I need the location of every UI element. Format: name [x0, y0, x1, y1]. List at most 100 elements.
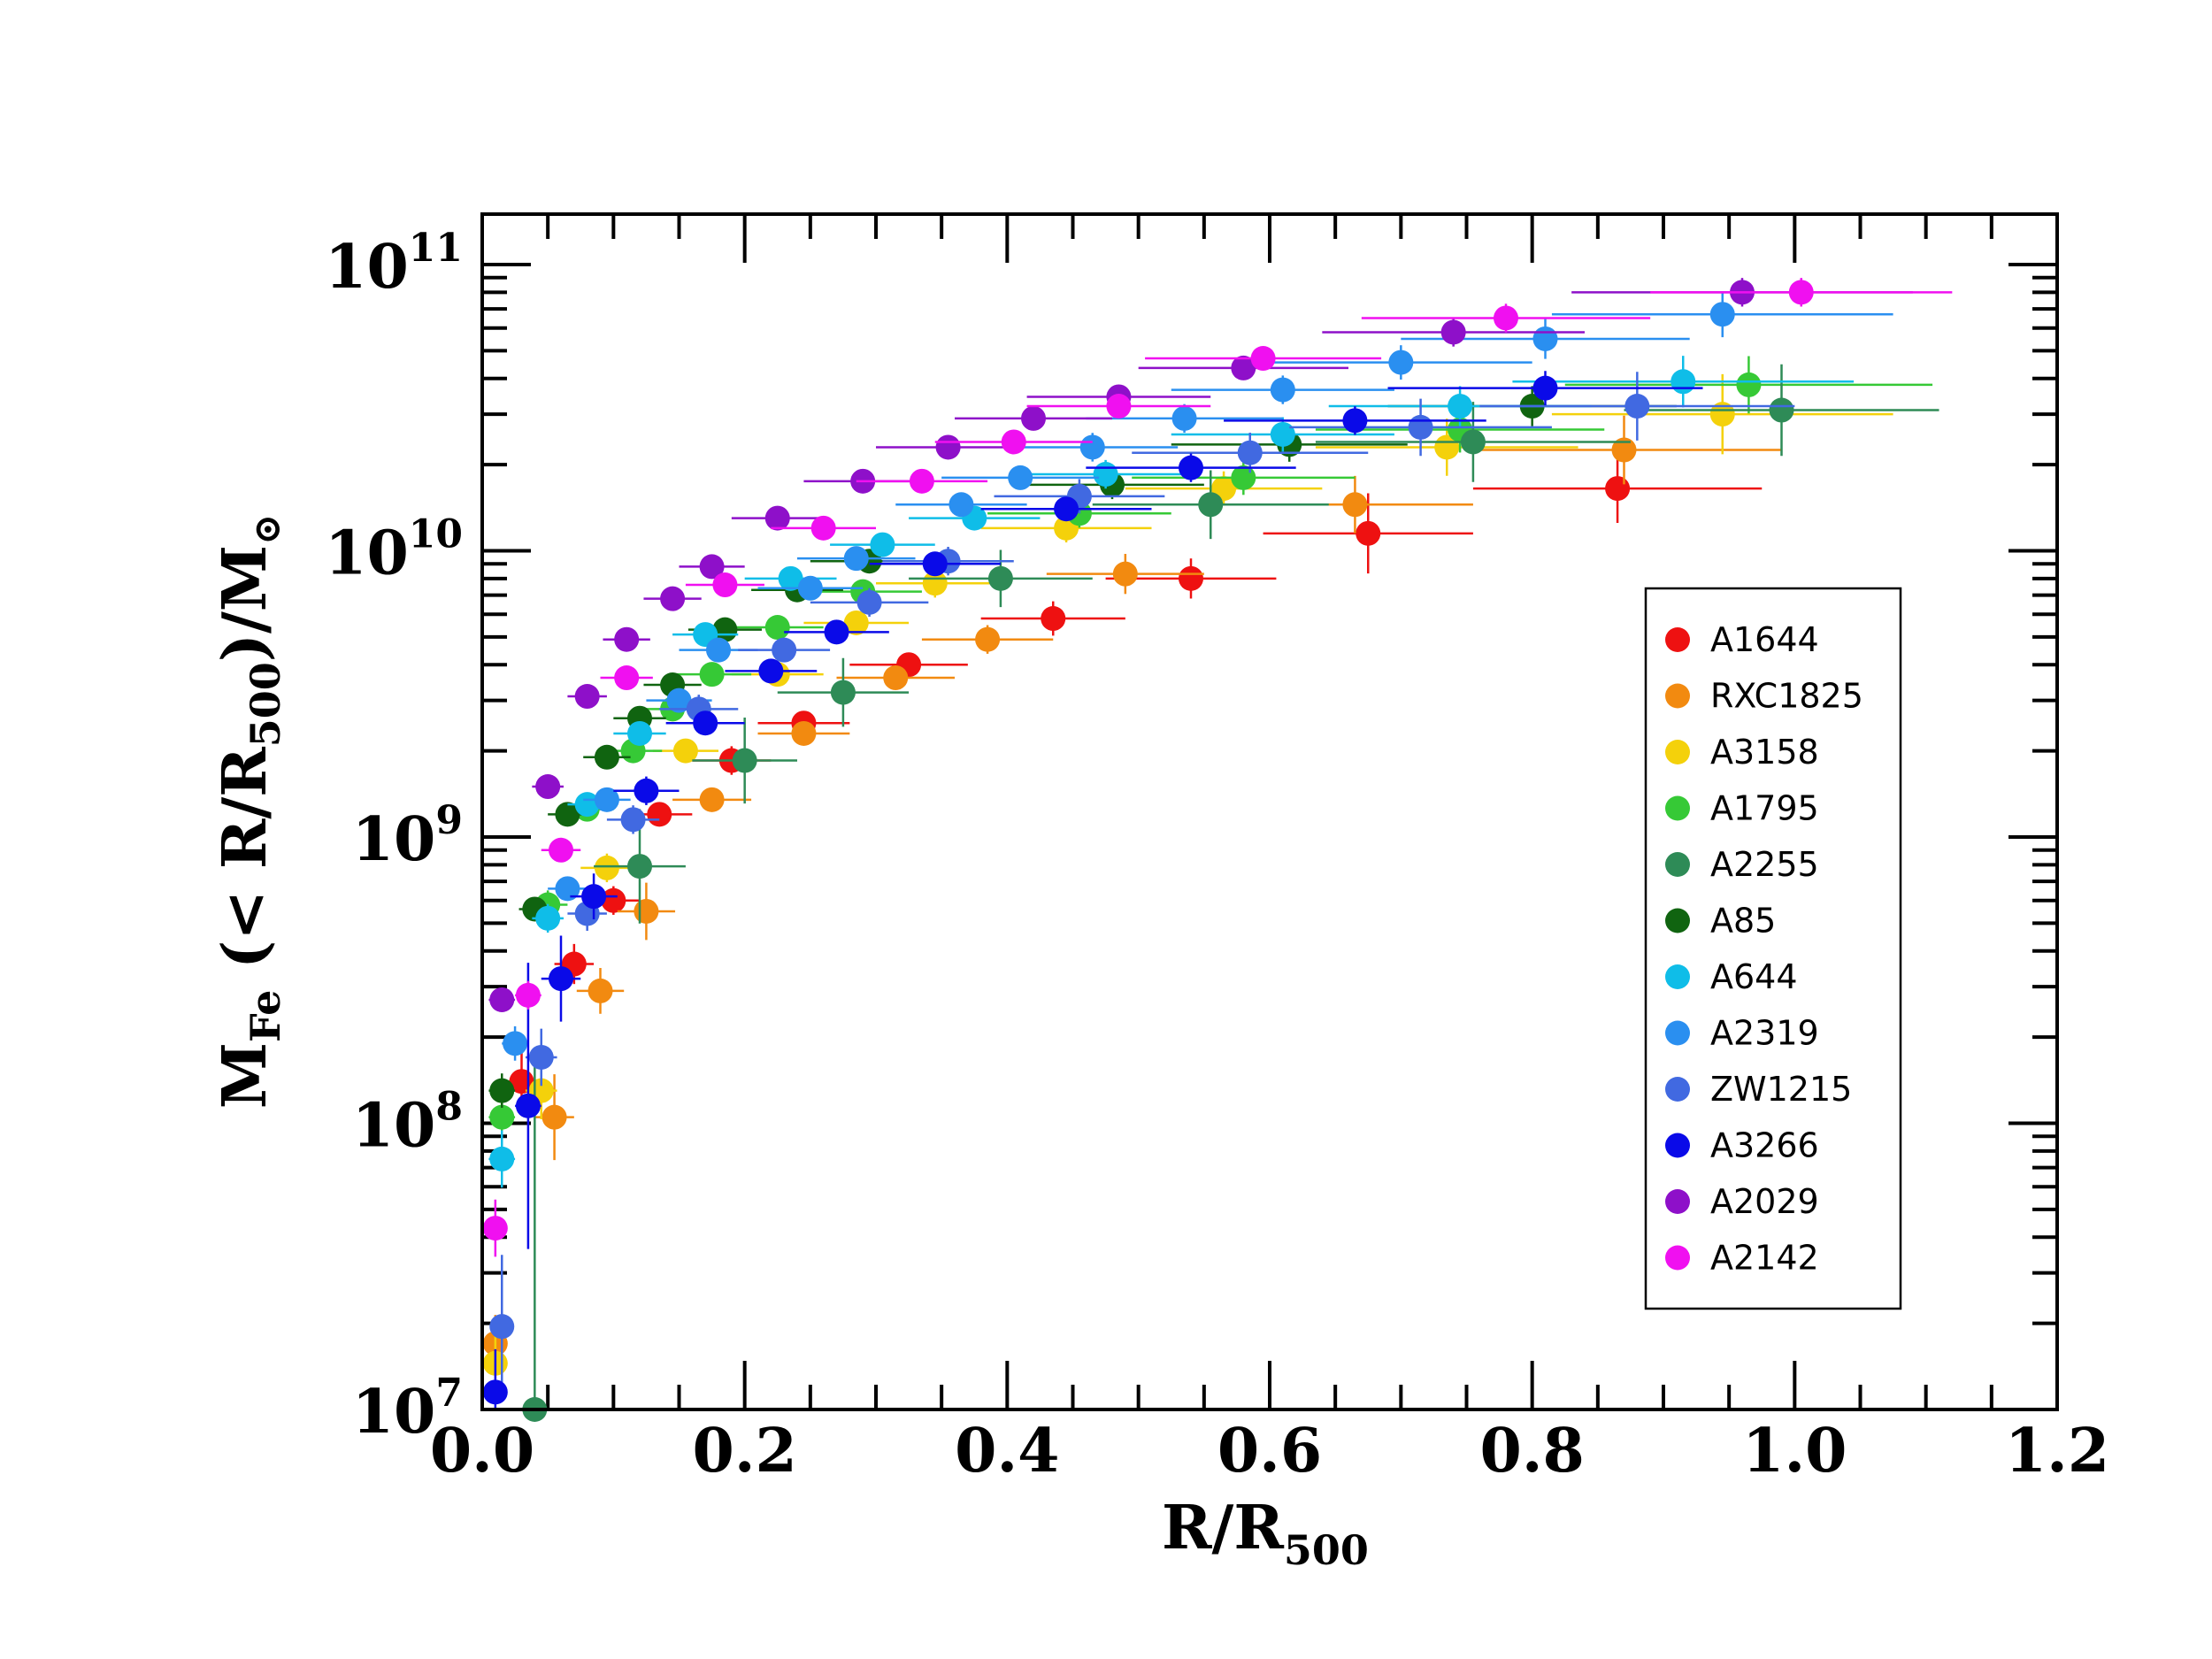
- data-point: [1605, 476, 1631, 502]
- legend-item-rxc1825: RXC1825: [1665, 677, 1863, 716]
- data-point: [620, 807, 646, 833]
- data-point: [627, 854, 652, 879]
- legend-label: A3266: [1710, 1126, 1819, 1165]
- data-point: [482, 1379, 508, 1405]
- legend-label: A1644: [1710, 620, 1819, 659]
- legend-item-zw1215: ZW1215: [1665, 1070, 1852, 1109]
- data-point: [647, 802, 672, 827]
- data-point: [1440, 319, 1466, 345]
- data-point: [1342, 492, 1368, 518]
- data-point: [1021, 405, 1046, 431]
- data-point: [1001, 429, 1026, 455]
- data-point: [1788, 280, 1814, 305]
- data-point: [574, 684, 600, 710]
- data-point: [1270, 421, 1295, 447]
- data-point: [528, 1044, 554, 1070]
- legend-marker: [1665, 964, 1690, 989]
- legend-item-a2142: A2142: [1665, 1239, 1819, 1278]
- x-tick-label: 1.0: [1742, 1416, 1847, 1486]
- data-point: [699, 787, 725, 812]
- data-point: [1112, 561, 1138, 587]
- legend-marker: [1665, 795, 1690, 821]
- x-tick-label: 0.8: [1480, 1416, 1585, 1486]
- data-point: [1611, 437, 1637, 463]
- legend-marker: [1665, 852, 1690, 877]
- data-point: [634, 778, 659, 803]
- legend-label: A2319: [1710, 1014, 1819, 1053]
- legend-item-a1644: A1644: [1665, 620, 1819, 659]
- data-point: [489, 1146, 515, 1171]
- x-axis-label: R/R500: [1162, 1493, 1369, 1574]
- legend-marker: [1665, 1133, 1690, 1158]
- data-point: [1054, 496, 1079, 522]
- legend-box: [1644, 587, 1902, 1310]
- data-point: [660, 586, 686, 611]
- x-tick-label: 0.6: [1217, 1416, 1322, 1486]
- data-point: [824, 619, 849, 645]
- data-point: [1041, 606, 1066, 632]
- y-tick-label: 108: [352, 1084, 463, 1161]
- legend-marker: [1665, 1245, 1690, 1271]
- data-point: [594, 787, 619, 812]
- data-point: [764, 505, 790, 531]
- data-point: [594, 744, 619, 770]
- data-point: [489, 987, 515, 1012]
- data-point: [1769, 397, 1794, 423]
- data-point: [1231, 465, 1256, 490]
- series-a2255: [522, 364, 1939, 1422]
- legend: A1644 RXC1825 A3158 A1795 A2255 A85 A644 A2319 Z…: [1644, 587, 1902, 1310]
- legend-marker: [1665, 1077, 1690, 1102]
- data-point: [1709, 402, 1735, 427]
- legend-item-a2255: A2255: [1665, 845, 1819, 884]
- data-point: [856, 589, 882, 615]
- data-point: [515, 1093, 541, 1118]
- data-point: [810, 515, 836, 541]
- tick-labels: 0.0 0.2 0.4 0.6 0.8 1.0 1.2 107 108 109 1010 1011: [325, 226, 2109, 1486]
- data-point: [883, 665, 909, 691]
- legend-item-a3266: A3266: [1665, 1126, 1819, 1165]
- data-points: [482, 278, 1953, 1422]
- data-point: [549, 837, 573, 863]
- legend-marker: [1665, 1189, 1690, 1214]
- data-point: [601, 887, 626, 913]
- data-point: [1448, 394, 1473, 419]
- legend-label: A2029: [1710, 1182, 1819, 1221]
- data-point: [935, 434, 961, 460]
- y-axis-label: MFe (< R/R500)/M⊙: [210, 514, 289, 1110]
- data-point: [555, 802, 580, 827]
- data-point: [1171, 405, 1197, 431]
- data-point: [772, 637, 797, 663]
- data-point: [1198, 492, 1224, 518]
- series-a3266: [482, 371, 1703, 1409]
- axis-ticks: [480, 214, 2059, 1411]
- legend-marker: [1665, 908, 1690, 933]
- data-point: [581, 884, 607, 910]
- data-point: [614, 626, 640, 652]
- data-point: [870, 532, 895, 557]
- legend-label: A1795: [1710, 789, 1819, 828]
- data-point: [503, 1031, 528, 1056]
- legend-item-a2029: A2029: [1665, 1182, 1819, 1221]
- legend-label: A2142: [1710, 1239, 1819, 1278]
- legend-label: A644: [1710, 957, 1798, 996]
- data-point: [778, 565, 803, 591]
- data-point: [1532, 375, 1558, 401]
- legend-label: RXC1825: [1710, 677, 1863, 716]
- data-point: [1106, 394, 1132, 419]
- legend-label: A2255: [1710, 845, 1819, 884]
- data-point: [588, 978, 613, 1003]
- legend-marker: [1665, 1020, 1690, 1046]
- data-point: [535, 774, 561, 800]
- x-tick-label: 0.0: [430, 1416, 534, 1486]
- data-point: [693, 710, 718, 736]
- data-point: [1231, 355, 1256, 380]
- data-point: [555, 876, 580, 902]
- data-point: [922, 551, 948, 577]
- legend-item-a2319: A2319: [1665, 1014, 1819, 1053]
- data-point: [1460, 429, 1486, 455]
- data-point: [1270, 377, 1295, 403]
- data-point: [843, 610, 869, 635]
- legend-item-a85: A85: [1665, 902, 1776, 941]
- data-point: [975, 626, 1001, 652]
